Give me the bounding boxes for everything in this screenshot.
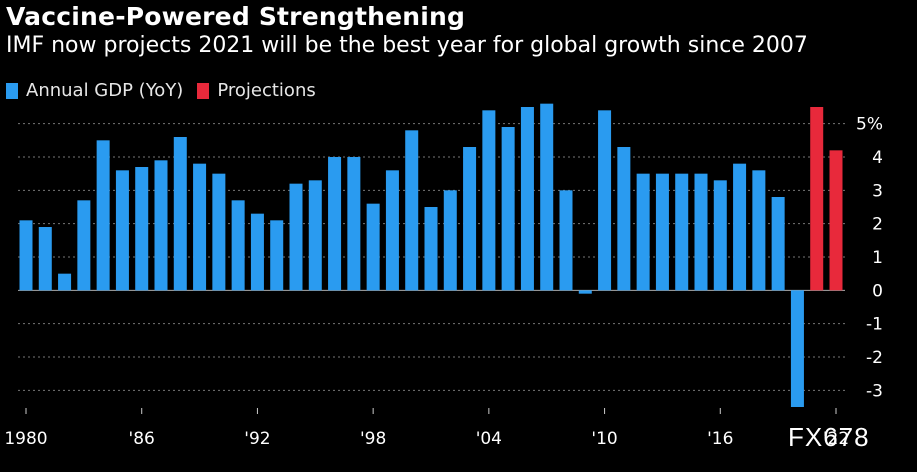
gdp-bar (443, 190, 457, 291)
gdp-bar (463, 147, 477, 291)
gdp-bar (58, 273, 72, 291)
gdp-bar (19, 220, 33, 291)
gdp-bar (790, 290, 804, 407)
gdp-bar (115, 170, 129, 291)
gdp-bar (405, 130, 419, 291)
watermark: FX678 (788, 422, 870, 452)
gdp-bar (482, 110, 496, 291)
legend-swatch-actual (6, 82, 18, 99)
y-tick-label: 0 (872, 281, 883, 301)
gdp-bar (135, 167, 149, 291)
gdp-bar (270, 220, 284, 291)
gdp-bar (501, 127, 515, 291)
gdp-bar (347, 157, 361, 291)
gdp-bar (289, 183, 303, 291)
gdp-bar (520, 107, 534, 291)
gdp-bar (675, 173, 689, 291)
x-tick-label: '98 (360, 429, 386, 449)
gdp-bar (154, 160, 168, 291)
x-tick-label: '86 (129, 429, 155, 449)
x-tick-label: '22 (823, 429, 849, 449)
gdp-bar (540, 103, 554, 291)
y-tick-label: 4 (872, 148, 883, 168)
projection-bar (829, 150, 843, 291)
gdp-bar (38, 227, 52, 291)
legend-item-actual: Annual GDP (YoY) (6, 80, 183, 101)
y-tick-label: -1 (866, 315, 883, 335)
y-tick-label: 1 (872, 248, 883, 268)
gdp-bar (598, 110, 612, 291)
chart-title: Vaccine-Powered Strengthening (6, 2, 466, 31)
chart-legend: Annual GDP (YoY) Projections (6, 80, 330, 101)
gdp-bar (655, 173, 669, 291)
gdp-bar (424, 207, 438, 291)
y-tick-label: 3 (872, 181, 883, 201)
y-tick-label: 2 (872, 215, 883, 235)
gdp-bar (713, 180, 727, 291)
gdp-bar (559, 190, 573, 291)
legend-label-projection: Projections (217, 80, 316, 101)
gdp-bar (366, 203, 380, 291)
gdp-bar (733, 163, 747, 291)
y-tick-label: -3 (866, 381, 883, 401)
gdp-bar (173, 137, 187, 291)
gdp-bar (328, 157, 342, 291)
gdp-bar (694, 173, 708, 291)
chart-subtitle: IMF now projects 2021 will be the best y… (6, 33, 808, 58)
x-tick-label: '04 (476, 429, 502, 449)
gdp-bar (752, 170, 766, 291)
legend-item-projection: Projections (197, 80, 316, 101)
gdp-bar (771, 197, 785, 291)
gdp-bar (193, 163, 207, 291)
x-tick-label: '92 (244, 429, 270, 449)
y-tick-label: 5% (856, 115, 883, 135)
gdp-bar (385, 170, 399, 291)
gdp-bar (250, 213, 264, 291)
gdp-bar (308, 180, 322, 291)
gdp-bar (212, 173, 226, 291)
projection-bar (810, 107, 824, 291)
x-tick-label: '16 (707, 429, 733, 449)
x-tick-label: 1980 (4, 429, 47, 449)
y-tick-label: -2 (866, 348, 883, 368)
legend-swatch-projection (197, 82, 210, 99)
gdp-bar (77, 200, 91, 291)
legend-label-actual: Annual GDP (YoY) (26, 80, 184, 101)
gdp-bar (96, 140, 110, 291)
gdp-bar (578, 290, 592, 294)
gdp-bar (231, 200, 245, 291)
gdp-bar (636, 173, 650, 291)
gdp-bar (617, 147, 631, 291)
x-tick-label: '10 (591, 429, 617, 449)
